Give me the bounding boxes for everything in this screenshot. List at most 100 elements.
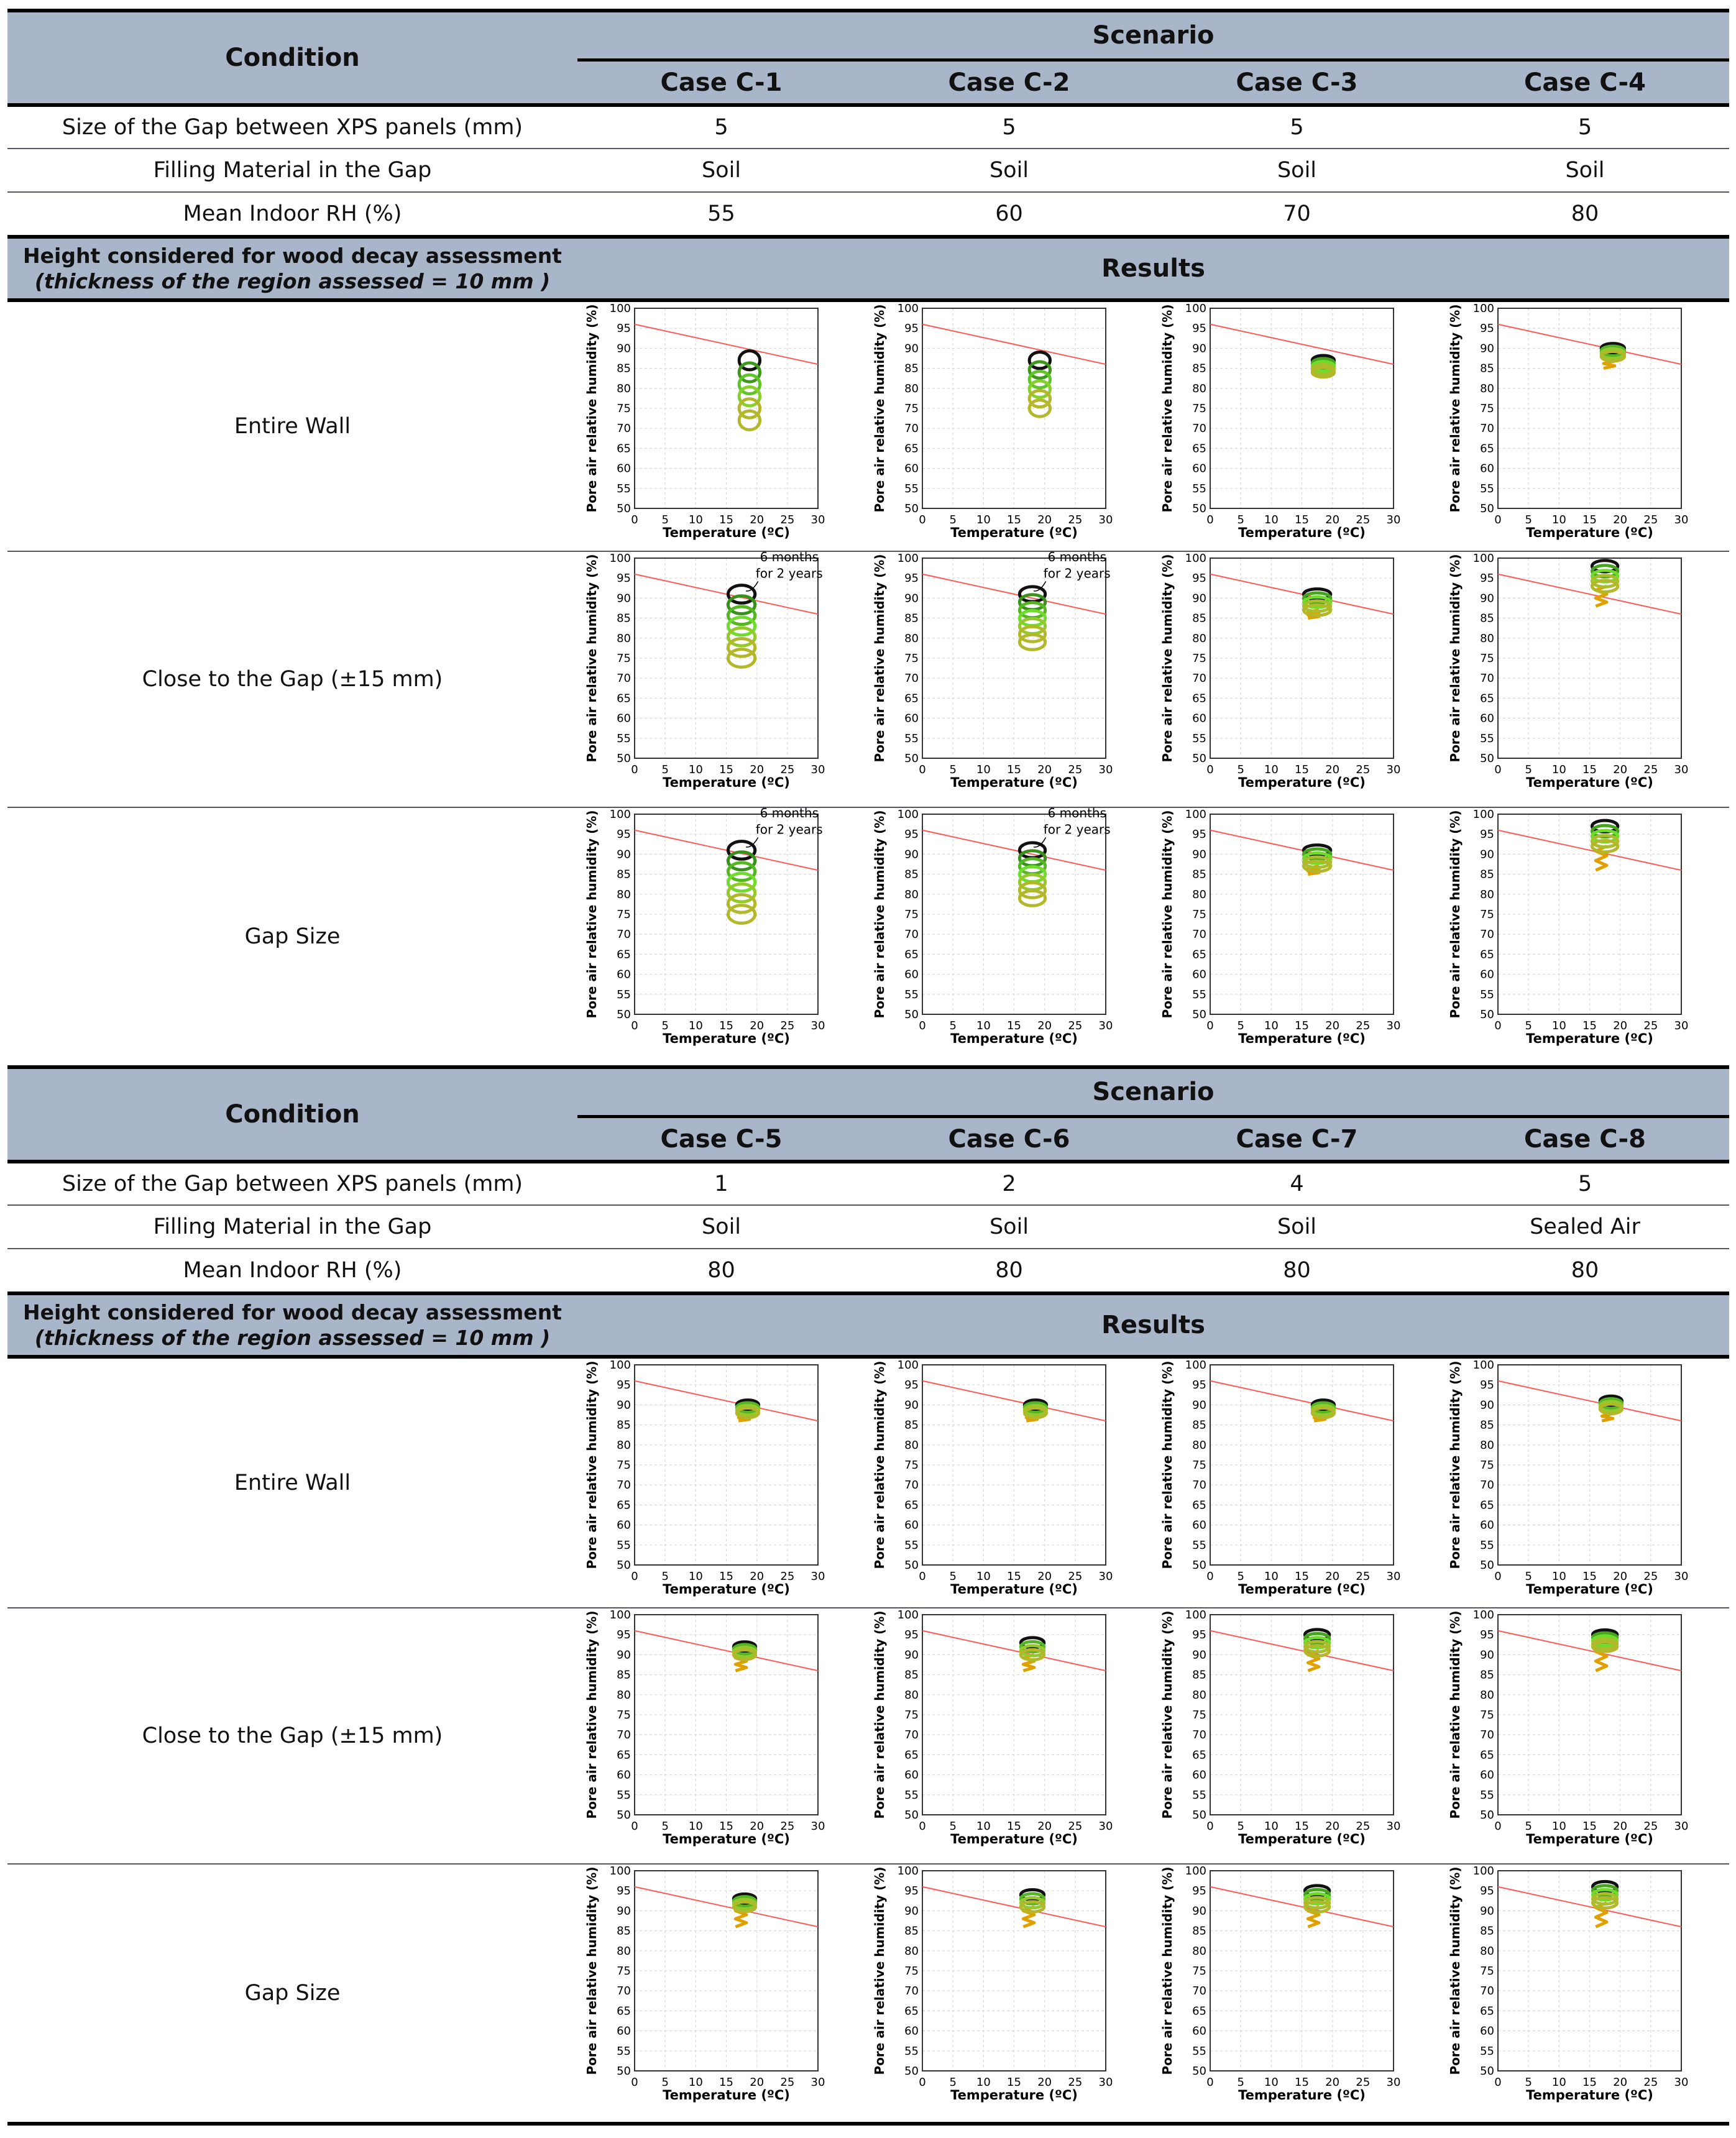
x-tick-label: 15 xyxy=(1582,1570,1597,1583)
y-tick-label: 75 xyxy=(1480,908,1494,921)
hygrothermal-plot: 50 55 60 65 70 75 80 85 90 95 100 0 5 10 15 20 25 30 Tempe… xyxy=(1160,1865,1400,2103)
result-row-label: Gap Size xyxy=(244,924,341,949)
y-tick-label: 95 xyxy=(617,1379,631,1392)
x-tick-label: 10 xyxy=(689,1570,703,1583)
y-tick-label: 70 xyxy=(617,928,631,941)
y-tick-label: 50 xyxy=(1192,502,1206,515)
y-tick-label: 55 xyxy=(1480,1789,1494,1802)
header-band xyxy=(7,1069,1729,1160)
x-tick-label: 20 xyxy=(750,2076,764,2089)
y-tick-label: 100 xyxy=(610,808,631,821)
case-header: Case C-1 xyxy=(660,68,783,97)
y-tick-label: 85 xyxy=(904,1419,919,1432)
y-tick-label: 60 xyxy=(617,462,631,475)
y-tick-label: 100 xyxy=(1185,1608,1206,1622)
x-tick-label: 25 xyxy=(1643,2076,1658,2089)
annotation-text: for 2 years xyxy=(756,566,823,581)
x-tick-label: 10 xyxy=(976,1019,991,1032)
x-tick-label: 25 xyxy=(1356,1019,1370,1032)
y-tick-label: 65 xyxy=(904,692,919,705)
x-tick-label: 15 xyxy=(719,1019,733,1032)
y-tick-label: 65 xyxy=(1192,948,1206,961)
x-axis-label: Temperature (ºC) xyxy=(950,1582,1078,1597)
y-tick-label: 55 xyxy=(617,732,631,745)
y-tick-label: 50 xyxy=(1480,752,1494,765)
cycle-loop xyxy=(1302,855,1333,869)
table-cell: 1 xyxy=(714,1172,728,1196)
cycle-loop xyxy=(1302,847,1333,861)
cycle-loop xyxy=(1019,1636,1046,1649)
x-tick-label: 15 xyxy=(1007,1820,1021,1833)
y-tick-label: 95 xyxy=(904,1379,919,1392)
x-tick-label: 20 xyxy=(1613,1820,1627,1833)
cycle-loop xyxy=(1303,1640,1331,1654)
x-tick-label: 30 xyxy=(1099,2076,1113,2089)
x-tick-label: 25 xyxy=(780,513,794,526)
y-tick-label: 80 xyxy=(617,1689,631,1702)
threshold-line xyxy=(1210,323,1394,365)
table-cell: 80 xyxy=(707,1258,735,1283)
y-axis-label: Pore air relative humidity (%) xyxy=(1448,305,1463,513)
x-tick-label: 10 xyxy=(1264,763,1279,776)
hygrothermal-plot: 50 55 60 65 70 75 80 85 90 95 100 0 5 10 15 20 25 30 Tempe… xyxy=(1160,552,1400,790)
y-tick-label: 95 xyxy=(1192,1884,1206,1897)
cycle-loop xyxy=(732,1648,758,1661)
y-tick-label: 90 xyxy=(617,1398,631,1411)
x-axis-label: Temperature (ºC) xyxy=(1526,1832,1653,1847)
x-tick-label: 30 xyxy=(1674,1570,1689,1583)
y-tick-label: 55 xyxy=(1192,732,1206,745)
y-tick-label: 80 xyxy=(617,1945,631,1958)
y-tick-label: 90 xyxy=(1192,848,1206,861)
result-row-label: Entire Wall xyxy=(234,414,351,439)
y-axis-label: Pore air relative humidity (%) xyxy=(584,305,599,513)
hygrothermal-plot: 50 55 60 65 70 75 80 85 90 95 100 0 5 10 15 20 25 30 Tempe… xyxy=(584,1865,825,2103)
hygrothermal-plot: 50 55 60 65 70 75 80 85 90 95 100 0 5 10 15 20 25 30 Tempe… xyxy=(584,805,825,1046)
cycle-loop xyxy=(1591,1884,1619,1898)
x-tick-label: 0 xyxy=(919,1019,925,1032)
threshold-line xyxy=(1210,1630,1394,1672)
condition-header: Condition xyxy=(225,44,360,72)
y-tick-label: 50 xyxy=(904,1809,919,1822)
cycle-loop xyxy=(735,1406,761,1420)
y-axis-label: Pore air relative humidity (%) xyxy=(1448,1361,1463,1569)
plot-frame xyxy=(922,557,1106,759)
y-tick-label: 95 xyxy=(1192,572,1206,585)
y-tick-label: 55 xyxy=(904,1789,919,1802)
y-tick-label: 85 xyxy=(904,612,919,625)
y-tick-label: 100 xyxy=(898,1865,919,1878)
cycle-loop xyxy=(737,409,762,432)
y-axis-label: Pore air relative humidity (%) xyxy=(1448,554,1463,763)
x-tick-label: 0 xyxy=(631,513,638,526)
table-cell: Sealed Air xyxy=(1530,1214,1640,1239)
annotation-text: 6 months xyxy=(760,549,819,564)
y-tick-label: 65 xyxy=(1480,1498,1494,1512)
x-tick-label: 5 xyxy=(1525,513,1532,526)
y-tick-label: 90 xyxy=(1480,1648,1494,1661)
x-tick-label: 25 xyxy=(1643,1820,1658,1833)
plot-frame xyxy=(1210,308,1394,509)
y-tick-label: 70 xyxy=(1192,1984,1206,1998)
y-tick-label: 75 xyxy=(1480,652,1494,665)
y-tick-label: 55 xyxy=(904,482,919,495)
x-axis-label: Temperature (ºC) xyxy=(663,775,790,790)
y-tick-label: 75 xyxy=(1192,908,1206,921)
threshold-line xyxy=(922,573,1106,615)
y-tick-label: 60 xyxy=(1192,1769,1206,1782)
x-tick-label: 10 xyxy=(689,513,703,526)
y-tick-label: 75 xyxy=(1480,1965,1494,1978)
y-tick-label: 85 xyxy=(617,1925,631,1938)
cycle-loop xyxy=(726,615,757,637)
y-tick-label: 70 xyxy=(1480,1728,1494,1741)
plot-frame xyxy=(634,1614,819,1815)
x-tick-label: 0 xyxy=(919,2076,925,2089)
case-header: Case C-6 xyxy=(948,1124,1070,1154)
y-tick-label: 65 xyxy=(1480,692,1494,705)
table-cell: 5 xyxy=(1578,115,1592,140)
x-tick-label: 20 xyxy=(1037,2076,1052,2089)
x-tick-label: 30 xyxy=(1387,1570,1401,1583)
y-tick-label: 75 xyxy=(904,1709,919,1722)
x-tick-label: 20 xyxy=(1613,513,1627,526)
x-tick-label: 30 xyxy=(811,2076,825,2089)
y-tick-label: 85 xyxy=(904,868,919,881)
y-tick-label: 65 xyxy=(617,692,631,705)
